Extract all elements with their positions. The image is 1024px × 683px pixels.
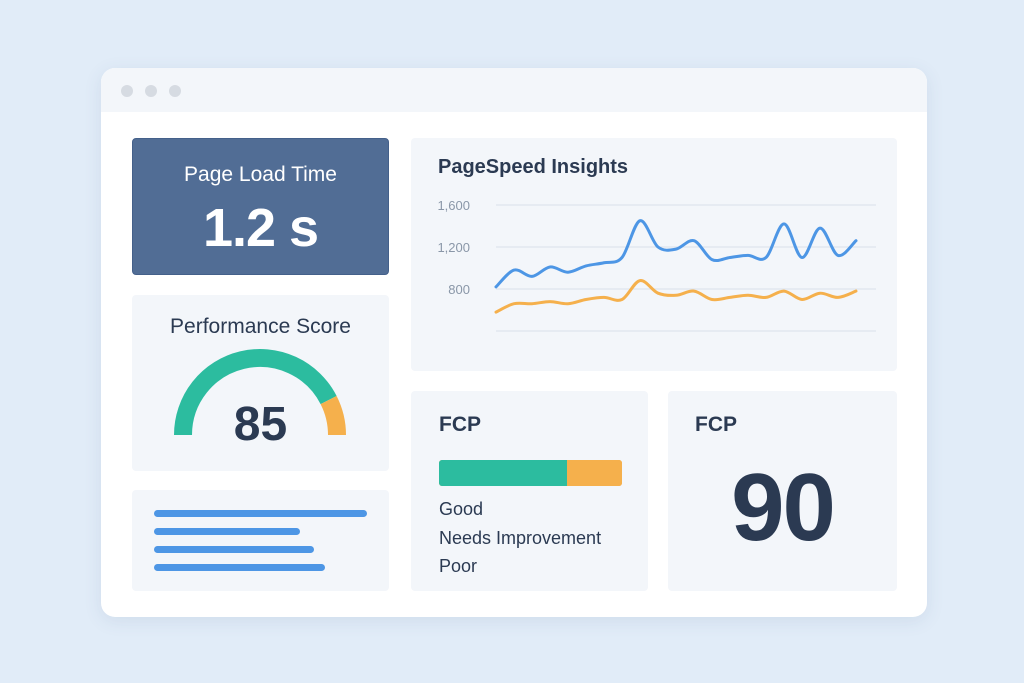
page-load-time-title: Page Load Time xyxy=(184,163,337,186)
y-tick-label: 1,200 xyxy=(437,240,470,255)
placeholder-line xyxy=(154,510,367,517)
fcp-good-segment xyxy=(439,460,568,486)
fcp-score-title: FCP xyxy=(695,413,737,436)
fcp-distribution-bar xyxy=(439,460,622,486)
performance-score-card: Performance Score 85 xyxy=(132,295,389,471)
chart-series-line xyxy=(494,279,858,314)
gauge-good-arc xyxy=(174,349,337,436)
placeholder-lines-card xyxy=(132,490,389,591)
page-load-time-card: Page Load Time 1.2 s xyxy=(132,138,389,275)
performance-gauge xyxy=(174,349,346,436)
placeholder-line xyxy=(154,528,300,535)
fcp-score-card: FCP 90 xyxy=(668,391,897,591)
y-tick-label: 800 xyxy=(448,282,470,297)
fcp-distribution-title: FCP xyxy=(439,413,481,436)
legend-good-label: Good xyxy=(439,499,484,519)
pagespeed-insights-title: PageSpeed Insights xyxy=(438,156,629,178)
legend-poor-label: Poor xyxy=(439,556,478,576)
fcp-needs-improvement-segment xyxy=(567,460,622,486)
fcp-distribution-card: FCP Good Needs Improvement Poor xyxy=(411,391,648,591)
y-tick-label: 1,600 xyxy=(437,198,470,213)
fcp-score-value: 90 xyxy=(731,454,836,561)
window-titlebar xyxy=(101,68,927,112)
window-close-button[interactable] xyxy=(121,85,133,97)
performance-score-title: Performance Score xyxy=(170,315,351,338)
placeholder-line xyxy=(154,546,314,553)
window-maximize-button[interactable] xyxy=(169,85,181,97)
page-load-time-value: 1.2 s xyxy=(202,198,319,258)
gauge-warn-arc xyxy=(320,395,346,436)
browser-window: Page Load Time 1.2 s Performance Score 8… xyxy=(101,68,927,617)
performance-score-value: 85 xyxy=(233,398,288,451)
chart-series-line xyxy=(494,219,858,289)
legend-needs-improvement-label: Needs Improvement xyxy=(439,528,602,548)
window-minimize-button[interactable] xyxy=(145,85,157,97)
placeholder-line xyxy=(154,564,325,571)
